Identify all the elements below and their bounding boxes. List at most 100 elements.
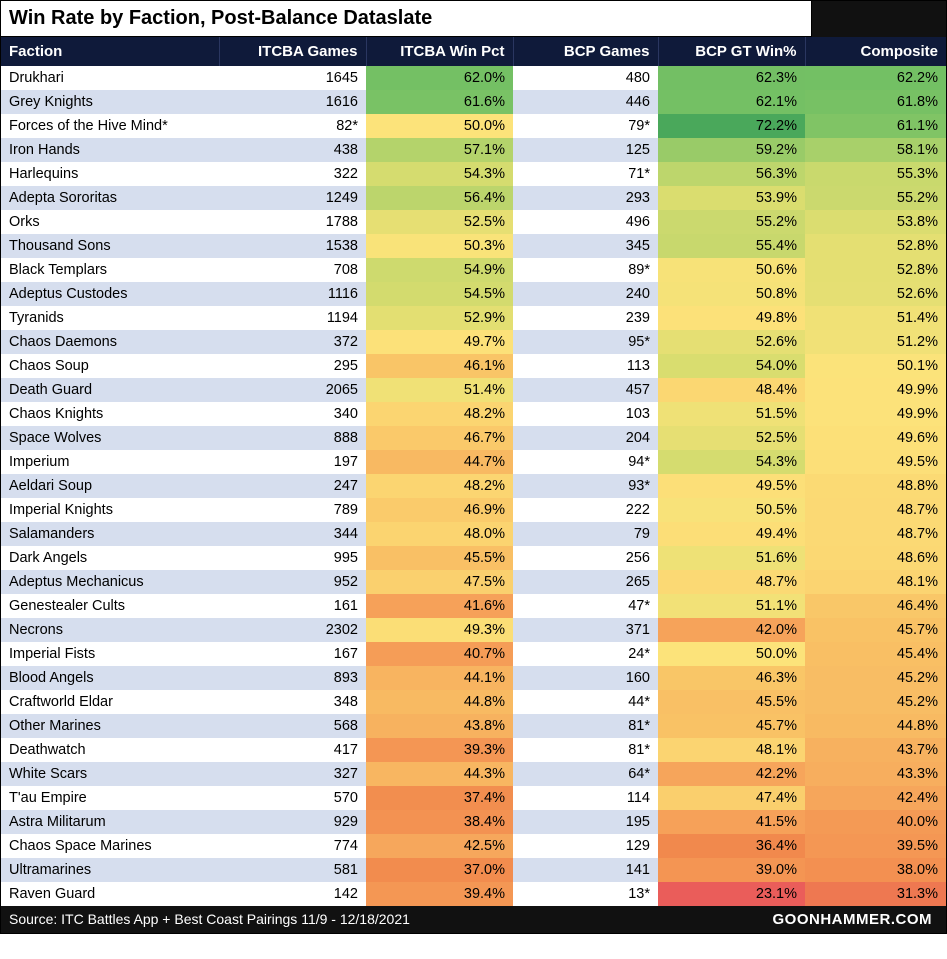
cell-itcba-games: 995 bbox=[219, 546, 366, 570]
cell-itcba-games: 774 bbox=[219, 834, 366, 858]
cell-bcp-games: 371 bbox=[513, 618, 658, 642]
cell-bcp-pct: 46.3% bbox=[658, 666, 805, 690]
cell-itcba-games: 372 bbox=[219, 330, 366, 354]
cell-composite: 45.2% bbox=[805, 690, 946, 714]
cell-itcba-pct: 61.6% bbox=[366, 90, 513, 114]
cell-faction: Craftworld Eldar bbox=[1, 690, 219, 714]
table-row: Orks178852.5%49655.2%53.8% bbox=[1, 210, 946, 234]
cell-bcp-games: 141 bbox=[513, 858, 658, 882]
cell-faction: Raven Guard bbox=[1, 882, 219, 906]
chart-title: Win Rate by Faction, Post-Balance Datasl… bbox=[1, 1, 811, 37]
cell-itcba-pct: 54.9% bbox=[366, 258, 513, 282]
cell-itcba-pct: 48.0% bbox=[366, 522, 513, 546]
cell-itcba-games: 570 bbox=[219, 786, 366, 810]
cell-bcp-games: 89* bbox=[513, 258, 658, 282]
footer-bar: Source: ITC Battles App + Best Coast Pai… bbox=[1, 906, 946, 933]
cell-composite: 49.6% bbox=[805, 426, 946, 450]
cell-itcba-games: 167 bbox=[219, 642, 366, 666]
cell-bcp-games: 256 bbox=[513, 546, 658, 570]
cell-composite: 52.6% bbox=[805, 282, 946, 306]
table-row: Chaos Soup29546.1%11354.0%50.1% bbox=[1, 354, 946, 378]
cell-faction: Drukhari bbox=[1, 66, 219, 90]
cell-faction: Tyranids bbox=[1, 306, 219, 330]
cell-bcp-pct: 49.8% bbox=[658, 306, 805, 330]
cell-itcba-pct: 52.5% bbox=[366, 210, 513, 234]
cell-composite: 38.0% bbox=[805, 858, 946, 882]
cell-bcp-pct: 51.5% bbox=[658, 402, 805, 426]
cell-composite: 55.3% bbox=[805, 162, 946, 186]
cell-itcba-games: 1788 bbox=[219, 210, 366, 234]
cell-composite: 50.1% bbox=[805, 354, 946, 378]
table-row: Chaos Space Marines77442.5%12936.4%39.5% bbox=[1, 834, 946, 858]
cell-bcp-pct: 50.6% bbox=[658, 258, 805, 282]
cell-composite: 48.1% bbox=[805, 570, 946, 594]
cell-composite: 42.4% bbox=[805, 786, 946, 810]
cell-itcba-games: 295 bbox=[219, 354, 366, 378]
cell-bcp-pct: 49.4% bbox=[658, 522, 805, 546]
cell-faction: Imperial Knights bbox=[1, 498, 219, 522]
col-composite: Composite bbox=[805, 37, 946, 66]
cell-itcba-games: 142 bbox=[219, 882, 366, 906]
cell-faction: Blood Angels bbox=[1, 666, 219, 690]
cell-itcba-pct: 41.6% bbox=[366, 594, 513, 618]
cell-composite: 49.9% bbox=[805, 402, 946, 426]
cell-composite: 39.5% bbox=[805, 834, 946, 858]
cell-bcp-games: 79* bbox=[513, 114, 658, 138]
cell-faction: Orks bbox=[1, 210, 219, 234]
cell-bcp-pct: 54.0% bbox=[658, 354, 805, 378]
table-row: Imperial Fists16740.7%24*50.0%45.4% bbox=[1, 642, 946, 666]
cell-bcp-games: 222 bbox=[513, 498, 658, 522]
cell-faction: Adepta Sororitas bbox=[1, 186, 219, 210]
cell-itcba-pct: 39.4% bbox=[366, 882, 513, 906]
cell-bcp-pct: 48.4% bbox=[658, 378, 805, 402]
cell-itcba-games: 893 bbox=[219, 666, 366, 690]
cell-itcba-games: 197 bbox=[219, 450, 366, 474]
cell-bcp-pct: 53.9% bbox=[658, 186, 805, 210]
cell-faction: Chaos Space Marines bbox=[1, 834, 219, 858]
cell-itcba-games: 568 bbox=[219, 714, 366, 738]
cell-faction: Genestealer Cults bbox=[1, 594, 219, 618]
cell-faction: Iron Hands bbox=[1, 138, 219, 162]
cell-itcba-pct: 47.5% bbox=[366, 570, 513, 594]
cell-bcp-games: 94* bbox=[513, 450, 658, 474]
table-row: Aeldari Soup24748.2%93*49.5%48.8% bbox=[1, 474, 946, 498]
cell-bcp-games: 103 bbox=[513, 402, 658, 426]
table-row: Grey Knights161661.6%44662.1%61.8% bbox=[1, 90, 946, 114]
table-row: Other Marines56843.8%81*45.7%44.8% bbox=[1, 714, 946, 738]
cell-bcp-games: 79 bbox=[513, 522, 658, 546]
cell-itcba-pct: 44.1% bbox=[366, 666, 513, 690]
win-rate-table: Faction ITCBA Games ITCBA Win Pct BCP Ga… bbox=[1, 37, 946, 906]
cell-itcba-games: 581 bbox=[219, 858, 366, 882]
cell-itcba-games: 82* bbox=[219, 114, 366, 138]
cell-composite: 48.7% bbox=[805, 498, 946, 522]
cell-bcp-games: 71* bbox=[513, 162, 658, 186]
cell-composite: 48.7% bbox=[805, 522, 946, 546]
cell-bcp-games: 480 bbox=[513, 66, 658, 90]
cell-composite: 49.9% bbox=[805, 378, 946, 402]
cell-itcba-pct: 62.0% bbox=[366, 66, 513, 90]
cell-bcp-games: 24* bbox=[513, 642, 658, 666]
cell-composite: 55.2% bbox=[805, 186, 946, 210]
cell-itcba-pct: 37.0% bbox=[366, 858, 513, 882]
cell-itcba-pct: 48.2% bbox=[366, 402, 513, 426]
cell-itcba-pct: 44.7% bbox=[366, 450, 513, 474]
cell-bcp-pct: 50.5% bbox=[658, 498, 805, 522]
cell-itcba-pct: 39.3% bbox=[366, 738, 513, 762]
cell-composite: 44.8% bbox=[805, 714, 946, 738]
cell-faction: Adeptus Mechanicus bbox=[1, 570, 219, 594]
table-row: White Scars32744.3%64*42.2%43.3% bbox=[1, 762, 946, 786]
table-container: Win Rate by Faction, Post-Balance Datasl… bbox=[0, 0, 947, 934]
cell-bcp-pct: 72.2% bbox=[658, 114, 805, 138]
cell-itcba-games: 929 bbox=[219, 810, 366, 834]
cell-faction: White Scars bbox=[1, 762, 219, 786]
cell-composite: 45.2% bbox=[805, 666, 946, 690]
cell-bcp-games: 204 bbox=[513, 426, 658, 450]
table-row: Dark Angels99545.5%25651.6%48.6% bbox=[1, 546, 946, 570]
cell-itcba-games: 161 bbox=[219, 594, 366, 618]
cell-composite: 51.2% bbox=[805, 330, 946, 354]
title-bar: Win Rate by Faction, Post-Balance Datasl… bbox=[1, 1, 946, 37]
table-row: Raven Guard14239.4%13*23.1%31.3% bbox=[1, 882, 946, 906]
cell-itcba-games: 344 bbox=[219, 522, 366, 546]
cell-bcp-pct: 48.7% bbox=[658, 570, 805, 594]
table-row: Craftworld Eldar34844.8%44*45.5%45.2% bbox=[1, 690, 946, 714]
